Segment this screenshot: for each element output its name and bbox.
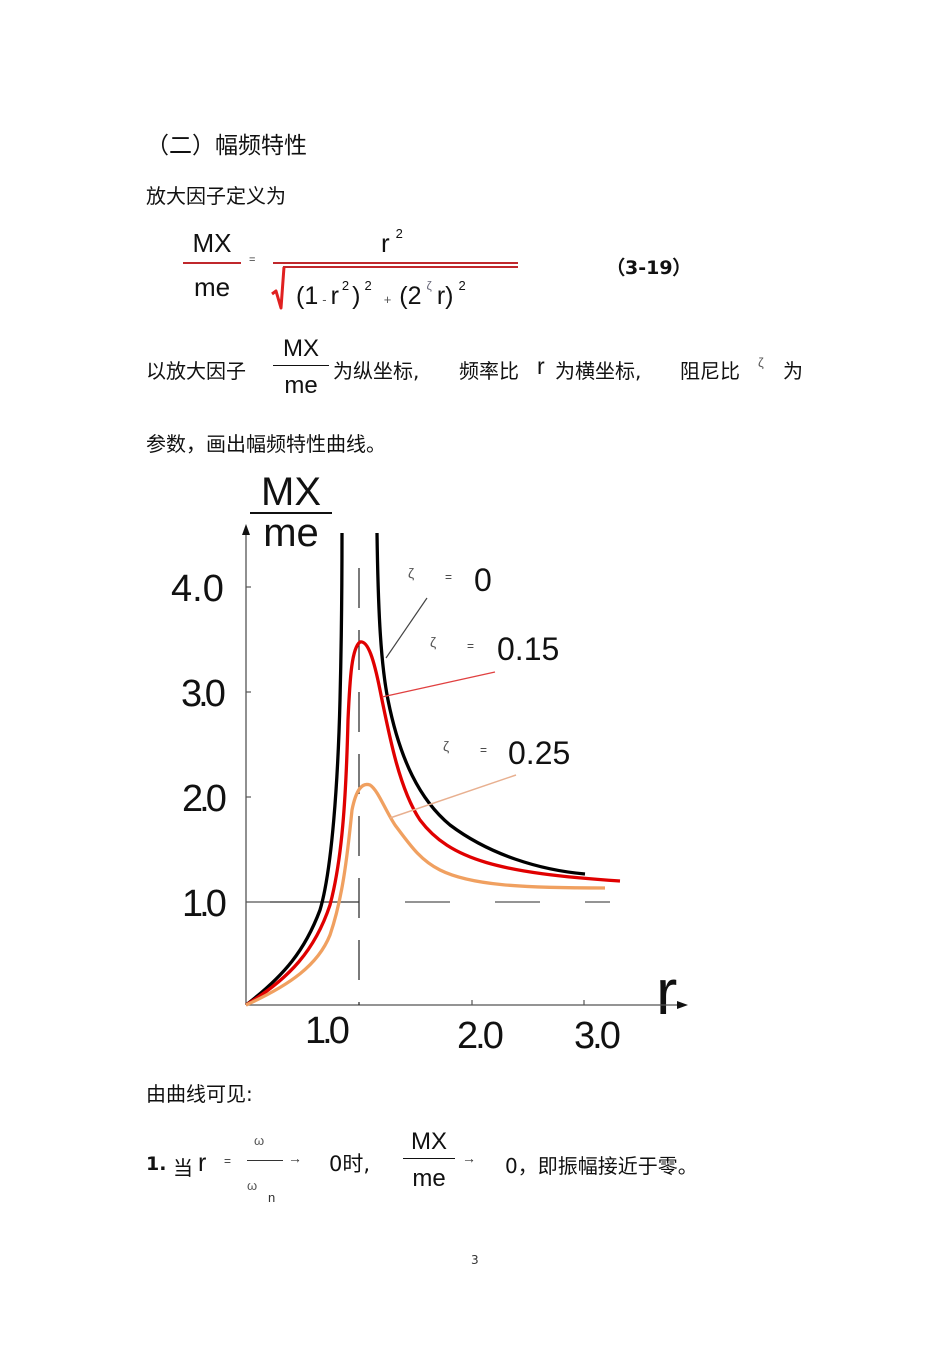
legend-zeta-0-eq: =: [445, 570, 453, 584]
sqrt-radical-icon: [271, 266, 286, 310]
item1-zero-when-text: 0时,: [329, 1152, 371, 1176]
desc-part4: 为横坐标,: [555, 359, 642, 383]
y-tick-1: 1.0: [182, 883, 227, 925]
x-tick-1: 1.0: [305, 1010, 350, 1052]
desc-part5: 阻尼比: [680, 359, 740, 383]
item1-zero-when: 0时,: [329, 1148, 370, 1178]
y-tick-3: 3.0: [181, 673, 226, 715]
x-ticks: [471, 1000, 585, 1005]
den-term2-open: (2: [399, 282, 422, 310]
desc-part1: 以放大因子: [146, 359, 246, 383]
den-term2-exp: 2: [458, 278, 466, 293]
y-label-num: MX: [261, 470, 321, 514]
den-zeta: ζ: [426, 279, 432, 293]
item1-arrow2-icon: →: [462, 1150, 476, 1166]
den-minus: -: [322, 292, 327, 307]
y-axis-arrow-icon: [242, 524, 250, 535]
desc-zeta: ζ: [758, 355, 764, 370]
page-number: 3: [471, 1253, 479, 1267]
x-axis-label: r: [656, 956, 678, 1028]
y-ticks: [246, 586, 251, 798]
den-close-exp: 2: [364, 278, 372, 293]
equation-rhs-r: r: [381, 228, 390, 258]
legend-zeta-0.15-value: 0.15: [497, 631, 560, 667]
den-open: (1: [296, 282, 319, 310]
item1-number: 1.: [146, 1153, 167, 1175]
equation-rhs-exp: 2: [395, 226, 403, 241]
desc-part2: 为纵坐标,: [333, 359, 420, 383]
equation-lhs-bar: [183, 262, 241, 264]
sqrt-overline: [283, 266, 518, 268]
desc-fraction: MX me: [273, 335, 329, 400]
legend-zeta-0.25-eq: =: [480, 743, 488, 757]
desc-part3: 频率比: [459, 359, 519, 383]
item1-omega-n: ω: [247, 1178, 258, 1193]
desc-frac-bar: [273, 365, 329, 366]
item1-subscript-n: n: [268, 1190, 276, 1205]
leader-line-zeta-0: [385, 597, 428, 659]
item1-frac-num: MX: [411, 1128, 447, 1155]
item1-omega: ω: [254, 1133, 265, 1148]
intro-text: 放大因子定义为: [146, 184, 286, 208]
legend-zeta-0.25-value: 0.25: [508, 735, 571, 771]
item1-fraction: MX me: [403, 1128, 455, 1193]
curve-zeta-0.25: [245, 782, 606, 1007]
equation-main-bar: [273, 262, 518, 264]
curve-zeta-0-left: [244, 532, 344, 1007]
equation-rhs-denominator: (1- r 2) 2+ (2 ζ r) 2: [296, 278, 466, 311]
item1-tail: 0，即振幅接近于零。: [505, 1154, 698, 1178]
desc-r: r: [537, 353, 545, 379]
item1-eq: =: [224, 1154, 232, 1168]
item1-frac-bar: [403, 1158, 455, 1159]
equation-equals: =: [249, 254, 256, 266]
equation-number: （3-19）: [606, 257, 692, 279]
legend-zeta-0-value: 0: [474, 562, 492, 598]
y-label-den: me: [263, 510, 319, 555]
legend-zeta-0.25-symbol: ζ: [443, 738, 450, 754]
y-label-bar: [250, 512, 332, 514]
curve-zeta-0.15: [245, 640, 621, 1007]
y-axis-label: MX me: [250, 470, 332, 555]
x-tick-3: 3.0: [574, 1015, 621, 1057]
x-tick-2: 2.0: [457, 1015, 504, 1057]
item1-when: 当: [173, 1156, 193, 1180]
equation-lhs-denominator: me: [193, 271, 231, 302]
item1-frac-den: me: [412, 1165, 446, 1192]
observations-intro: 由曲线可见:: [146, 1082, 253, 1106]
item1-r: r: [198, 1149, 207, 1177]
den-r-exp: 2: [341, 278, 350, 293]
den-plus: +: [383, 292, 392, 307]
den-term2-close: ): [445, 282, 454, 310]
curve-zeta-0-right: [375, 532, 586, 876]
equation-lhs-fraction: MX me: [183, 228, 241, 303]
desc-frac-num: MX: [283, 335, 319, 362]
x-axis-arrow-icon: [677, 1001, 688, 1009]
item1-arrow-icon: →: [288, 1150, 302, 1166]
desc-line2: 参数，画出幅频特性曲线。: [146, 432, 386, 456]
item1-omega-bar: [247, 1160, 283, 1161]
equation-lhs-numerator: MX: [192, 228, 232, 258]
desc-frac-den: me: [284, 372, 318, 399]
y-tick-4: 4.0: [171, 568, 224, 610]
section-heading: （二）幅频特性: [146, 133, 307, 159]
y-tick-2: 2.0: [182, 778, 227, 820]
desc-part6: 为: [783, 359, 803, 383]
den-r: r: [330, 282, 339, 310]
den-term2-r: r: [436, 282, 446, 310]
legend-zeta-0.15-eq: =: [467, 639, 475, 653]
leader-line-zeta-0.25: [389, 774, 517, 819]
legend-zeta-0-symbol: ζ: [408, 565, 415, 581]
den-close: ): [352, 282, 361, 310]
legend-zeta-0.15-symbol: ζ: [430, 634, 437, 650]
leader-line-zeta-0.15: [381, 671, 496, 698]
